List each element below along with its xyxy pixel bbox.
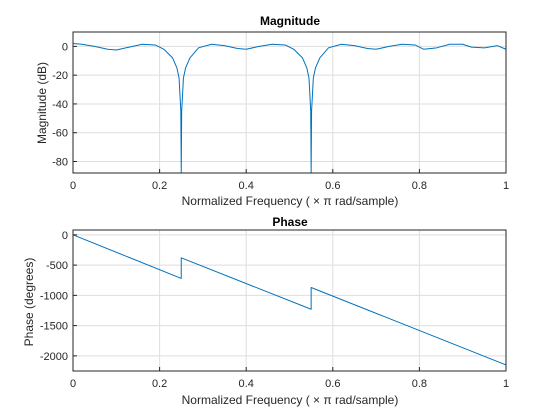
phase-ytick-label: 0 xyxy=(62,230,68,242)
phase-ytick-label: -500 xyxy=(46,260,68,272)
magnitude-grid xyxy=(72,32,507,173)
magnitude-xtick-label: 1 xyxy=(503,180,509,192)
phase-ytick-label: -1500 xyxy=(40,321,68,333)
magnitude-ylabel: Magnitude (dB) xyxy=(35,62,49,144)
phase-xtick-label: 0.8 xyxy=(412,378,427,390)
phase-series-line xyxy=(72,234,507,366)
phase-ytick-label: -2000 xyxy=(40,351,68,363)
magnitude-xtick-label: 0.2 xyxy=(152,180,167,192)
magnitude-xtick-label: 0 xyxy=(70,180,76,192)
magnitude-ytick-label: -20 xyxy=(52,70,68,82)
phase-xlabel: Normalized Frequency ( × π rad/sample) xyxy=(182,393,399,407)
phase-xtick-label: 0.6 xyxy=(325,378,340,390)
magnitude-series-line xyxy=(72,43,507,174)
phase-axes-box xyxy=(72,229,507,372)
phase-ylabel: Phase (degrees) xyxy=(22,258,36,347)
magnitude-ytick-label: -40 xyxy=(52,99,68,111)
magnitude-xtick-label: 0.8 xyxy=(412,180,427,192)
phase-title: Phase xyxy=(272,215,308,229)
phase-xtick-label: 1 xyxy=(503,378,509,390)
magnitude-axes-box xyxy=(72,31,507,174)
magnitude-axes: Magnitude Normalized Frequency ( × π rad… xyxy=(35,14,509,208)
phase-xtick-label: 0.4 xyxy=(239,378,254,390)
magnitude-xtick-label: 0.4 xyxy=(239,180,254,192)
magnitude-title: Magnitude xyxy=(260,14,320,28)
magnitude-xtick-label: 0.6 xyxy=(325,180,340,192)
phase-ytick-label: -1000 xyxy=(40,290,68,302)
magnitude-ytick-label: 0 xyxy=(62,41,68,53)
magnitude-ytick-label: -80 xyxy=(52,156,68,168)
phase-axes: Phase Normalized Frequency ( × π rad/sam… xyxy=(22,215,509,407)
phase-xtick-label: 0 xyxy=(70,378,76,390)
magnitude-ytick-label: -60 xyxy=(52,128,68,140)
magnitude-xlabel: Normalized Frequency ( × π rad/sample) xyxy=(182,194,399,208)
phase-xtick-label: 0.2 xyxy=(152,378,167,390)
